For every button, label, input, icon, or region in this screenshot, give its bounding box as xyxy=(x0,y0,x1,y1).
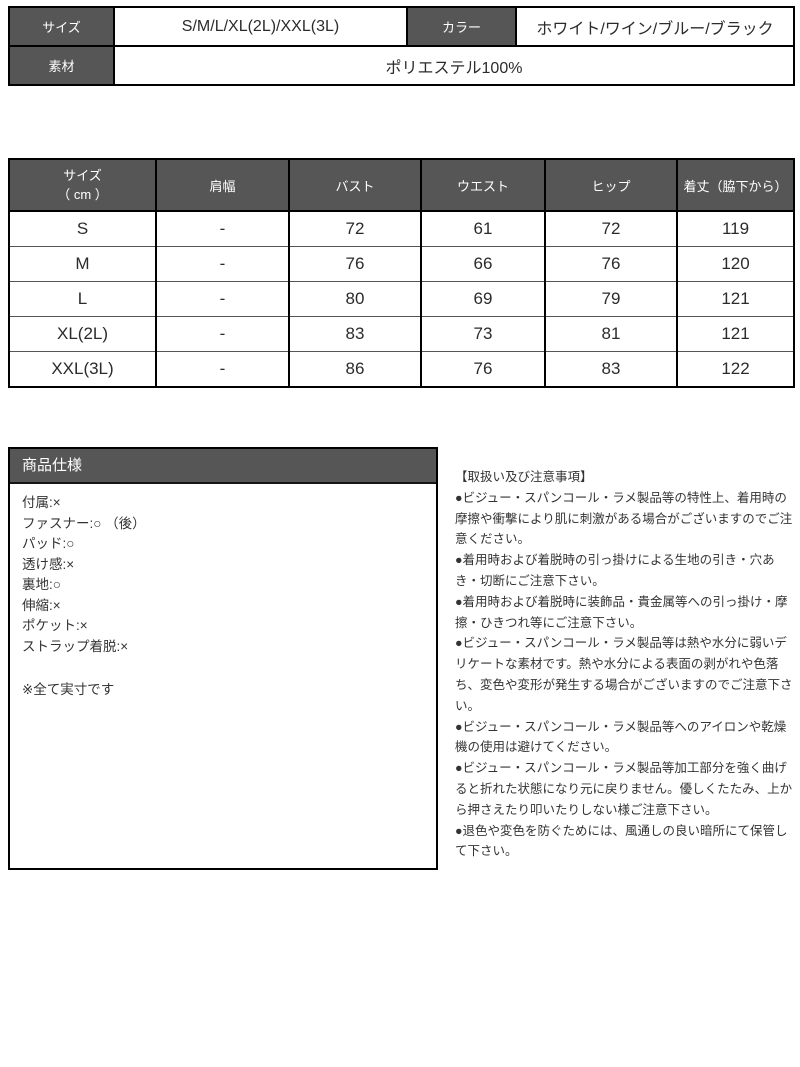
spec-measurement-note: ※全て実寸です xyxy=(22,682,115,697)
cell-bust: 76 xyxy=(288,246,422,282)
cell-hip: 83 xyxy=(544,351,678,388)
cell-length: 122 xyxy=(676,351,795,388)
cell-hip: 79 xyxy=(544,281,678,317)
cell-shoulder: - xyxy=(155,281,290,317)
info-row-material: 素材 ポリエステル100% xyxy=(8,45,795,86)
size-row: L - 80 69 79 121 xyxy=(8,281,795,317)
cell-bust: 86 xyxy=(288,351,422,388)
cell-bust: 83 xyxy=(288,316,422,352)
col-header-length: 着丈（脇下から） xyxy=(676,158,795,212)
cell-waist: 69 xyxy=(420,281,546,317)
col-header-hip: ヒップ xyxy=(544,158,678,212)
size-chart-table: サイズ （ cm ） 肩幅 バスト ウエスト ヒップ 着丈（脇下から） S - … xyxy=(8,158,795,388)
cell-length: 121 xyxy=(676,316,795,352)
size-chart-header-row: サイズ （ cm ） 肩幅 バスト ウエスト ヒップ 着丈（脇下から） xyxy=(8,158,795,212)
cell-size: M xyxy=(8,246,157,282)
product-spec-box: 商品仕様 付属:× ファスナー:○ （後） パッド:○ 透け感:× 裏地:○ 伸… xyxy=(8,447,438,870)
color-value-cell: ホワイト/ワイン/ブルー/ブラック xyxy=(515,6,795,47)
cell-size: XXL(3L) xyxy=(8,351,157,388)
cell-bust: 80 xyxy=(288,281,422,317)
cell-length: 120 xyxy=(676,246,795,282)
spec-item-accessory: 付属:× xyxy=(22,495,61,510)
col-header-size-line1: サイズ xyxy=(63,168,102,183)
product-spec-list: 付属:× ファスナー:○ （後） パッド:○ 透け感:× 裏地:○ 伸縮:× ポ… xyxy=(10,484,436,701)
cell-length: 121 xyxy=(676,281,795,317)
col-header-size-line2: （ cm ） xyxy=(57,187,108,202)
info-row-size-color: サイズ S/M/L/XL(2L)/XXL(3L) カラー ホワイト/ワイン/ブル… xyxy=(8,6,795,47)
cell-size: XL(2L) xyxy=(8,316,157,352)
size-value-cell: S/M/L/XL(2L)/XXL(3L) xyxy=(113,6,408,47)
spec-item-lining: 裏地:○ xyxy=(22,577,61,592)
col-header-shoulder: 肩幅 xyxy=(155,158,290,212)
cell-size: L xyxy=(8,281,157,317)
size-row: M - 76 66 76 120 xyxy=(8,246,795,282)
col-header-waist: ウエスト xyxy=(420,158,546,212)
cell-hip: 72 xyxy=(544,210,678,247)
cell-shoulder: - xyxy=(155,351,290,388)
col-header-bust: バスト xyxy=(288,158,422,212)
precautions-section: 【取扱い及び注意事項】 ●ビジュー・スパンコール・ラメ製品等の特性上、着用時の摩… xyxy=(455,467,796,862)
spec-item-pocket: ポケット:× xyxy=(22,618,88,633)
precaution-item: ●着用時および着脱時の引っ掛けによる生地の引き・穴あき・切断にご注意下さい。 xyxy=(455,553,775,588)
size-label-cell: サイズ xyxy=(8,6,115,47)
spec-item-stretch: 伸縮:× xyxy=(22,597,61,613)
size-row: XL(2L) - 83 73 81 121 xyxy=(8,316,795,352)
color-label-cell: カラー xyxy=(406,6,517,47)
cell-hip: 76 xyxy=(544,246,678,282)
precaution-item: ●ビジュー・スパンコール・ラメ製品等は熱や水分に弱いデリケートな素材です。熱や水… xyxy=(455,636,793,713)
cell-hip: 81 xyxy=(544,316,678,352)
cell-size: S xyxy=(8,210,157,247)
precaution-item: ●ビジュー・スパンコール・ラメ製品等加工部分を強く曲げると折れた状態になり元に戻… xyxy=(455,761,793,817)
product-info-table: サイズ S/M/L/XL(2L)/XXL(3L) カラー ホワイト/ワイン/ブル… xyxy=(8,6,795,86)
cell-shoulder: - xyxy=(155,316,290,352)
material-value-cell: ポリエステル100% xyxy=(113,45,795,86)
spec-item-pad: パッド:○ xyxy=(22,536,75,551)
material-label-cell: 素材 xyxy=(8,45,115,86)
spec-item-strap: ストラップ着脱:× xyxy=(22,638,129,654)
col-header-size: サイズ （ cm ） xyxy=(8,158,157,212)
spec-item-sheerness: 透け感:× xyxy=(22,556,75,572)
precaution-item: ●ビジュー・スパンコール・ラメ製品等の特性上、着用時の摩擦や衝撃により肌に刺激が… xyxy=(455,490,793,547)
cell-shoulder: - xyxy=(155,210,290,247)
size-row: S - 72 61 72 119 xyxy=(8,210,795,247)
cell-length: 119 xyxy=(676,210,795,247)
cell-waist: 73 xyxy=(420,316,546,352)
cell-bust: 72 xyxy=(288,210,422,247)
precaution-item: ●ビジュー・スパンコール・ラメ製品等へのアイロンや乾燥機の使用は避けてください。 xyxy=(455,719,787,755)
spec-item-fastener: ファスナー:○ （後） xyxy=(22,515,146,531)
precautions-title: 【取扱い及び注意事項】 xyxy=(455,470,593,484)
product-spec-title: 商品仕様 xyxy=(10,449,436,484)
precaution-item: ●退色や変色を防ぐためには、風通しの良い暗所にて保管して下さい。 xyxy=(455,823,788,859)
cell-shoulder: - xyxy=(155,246,290,282)
size-row: XXL(3L) - 86 76 83 122 xyxy=(8,351,795,388)
cell-waist: 66 xyxy=(420,246,546,282)
precaution-item: ●着用時および着脱時に装飾品・貴金属等への引っ掛け・摩擦・ひきつれ等にご注意下さ… xyxy=(455,594,788,630)
cell-waist: 76 xyxy=(420,351,546,388)
cell-waist: 61 xyxy=(420,210,546,247)
